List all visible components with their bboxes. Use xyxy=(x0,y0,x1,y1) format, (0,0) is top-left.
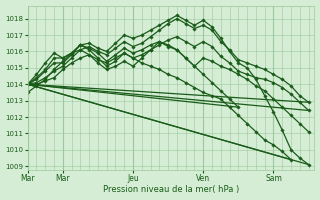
X-axis label: Pression niveau de la mer( hPa ): Pression niveau de la mer( hPa ) xyxy=(103,185,239,194)
